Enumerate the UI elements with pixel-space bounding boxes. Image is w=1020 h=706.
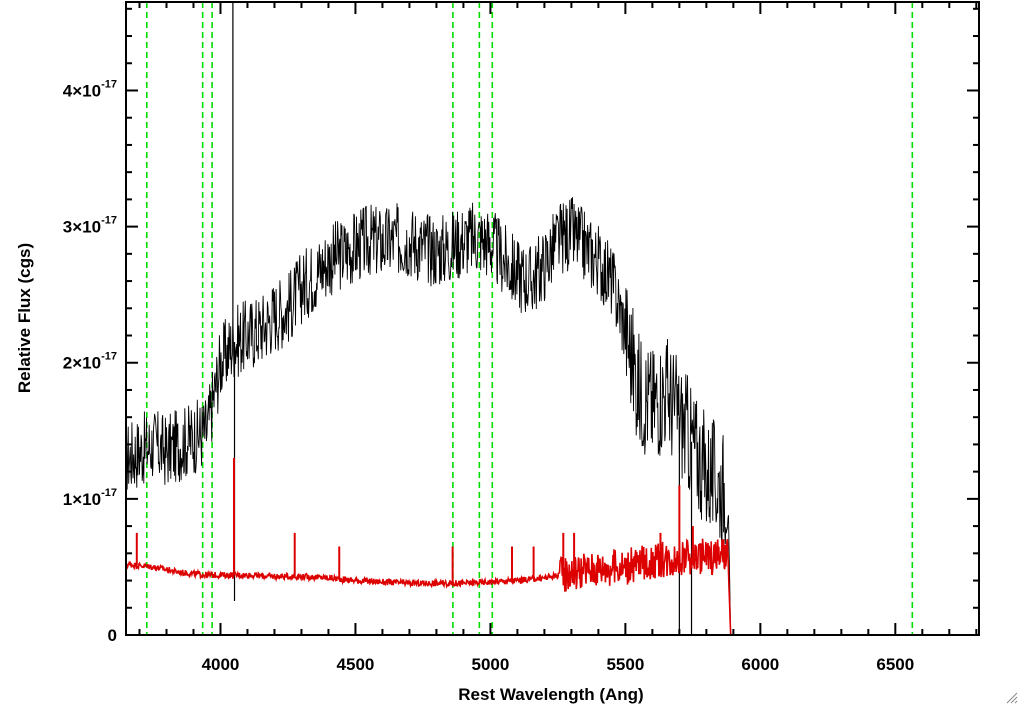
x-tick-label: 6500 — [876, 655, 914, 674]
y-tick-label: 4×10-17 — [63, 78, 117, 100]
y-tick-label: 2×10-17 — [63, 351, 117, 373]
y-tick-labels: 0 1×10-17 2×10-17 3×10-17 4×10-17 — [63, 78, 117, 645]
emission-line-markers — [145, 2, 914, 635]
y-tick-label: 1×10-17 — [63, 487, 117, 509]
series-layer — [125, 2, 979, 636]
axis-ticks — [126, 2, 979, 636]
resize-grip-icon[interactable] — [1004, 690, 1018, 704]
series-line-0 — [125, 197, 979, 636]
series-line-1 — [125, 538, 979, 636]
x-tick-label: 5000 — [472, 655, 510, 674]
x-tick-label: 6000 — [741, 655, 779, 674]
x-tick-label: 5500 — [606, 655, 644, 674]
x-tick-labels: 4000 4500 5000 5500 6000 6500 — [202, 655, 915, 674]
x-axis-label: Rest Wavelength (Ang) — [458, 685, 643, 704]
plot-frame — [125, 1, 980, 636]
y-axis-label: Relative Flux (cgs) — [15, 243, 34, 393]
y-tick-label: 0 — [108, 626, 117, 645]
x-tick-label: 4000 — [202, 655, 240, 674]
y-tick-label: 3×10-17 — [63, 215, 117, 237]
x-tick-label: 4500 — [337, 655, 375, 674]
